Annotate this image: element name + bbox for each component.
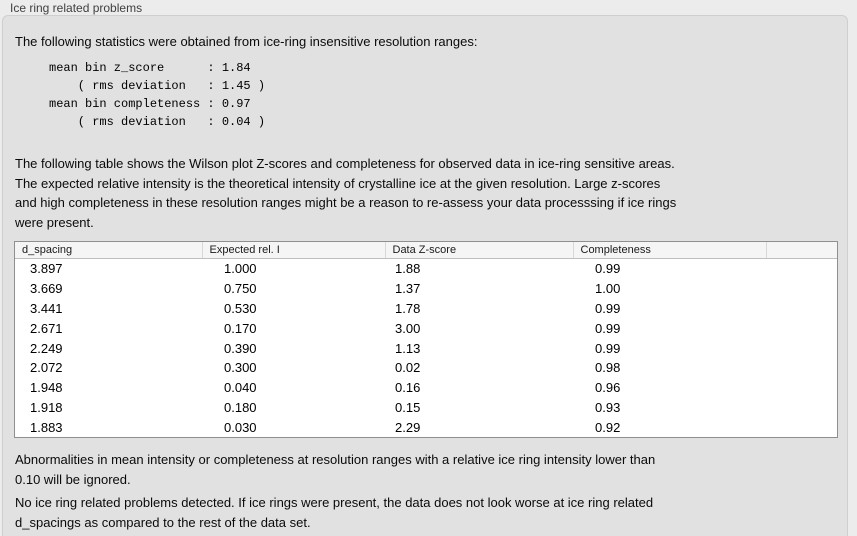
table-cell: 0.99: [573, 338, 766, 358]
table-cell: 2.249: [15, 338, 202, 358]
ice-ring-table: d_spacing Expected rel. I Data Z-score Comp…: [14, 241, 838, 438]
ice-ring-groupbox: The following statistics were obtained f…: [2, 15, 848, 536]
table-row[interactable]: 3.441 0.530 1.78 0.99: [15, 298, 837, 319]
table-row[interactable]: 1.918 0.180 0.15 0.93: [15, 397, 837, 418]
column-header-filler[interactable]: [766, 242, 837, 259]
ice-ring-table-header-row: d_spacing Expected rel. I Data Z-score Comp…: [15, 242, 837, 259]
table-cell: 0.750: [202, 278, 385, 299]
table-cell: 2.072: [15, 357, 202, 378]
table-row[interactable]: 1.948 0.040 0.16 0.96: [15, 377, 837, 398]
table-description-text: The following table shows the Wilson plo…: [15, 156, 677, 230]
table-cell-filler: [766, 357, 837, 378]
table-row[interactable]: 3.669 0.750 1.37 1.00: [15, 278, 837, 299]
table-cell: 0.390: [202, 338, 385, 358]
table-cell-filler: [766, 298, 837, 319]
table-cell: 1.883: [15, 417, 202, 437]
table-cell: 0.99: [573, 298, 766, 319]
table-cell: 0.16: [385, 377, 573, 398]
table-cell-filler: [766, 417, 837, 437]
table-cell: 0.170: [202, 318, 385, 339]
table-cell: 0.180: [202, 397, 385, 418]
table-cell-filler: [766, 278, 837, 299]
table-cell: 0.99: [573, 318, 766, 339]
table-cell: 1.948: [15, 377, 202, 398]
table-cell: 3.441: [15, 298, 202, 319]
table-cell: 0.300: [202, 357, 385, 378]
table-cell: 2.29: [385, 417, 573, 437]
table-cell: 1.88: [385, 258, 573, 279]
column-header-d-spacing[interactable]: d_spacing: [15, 242, 203, 259]
table-cell: 1.37: [385, 278, 573, 299]
ignore-note-text: Abnormalities in mean intensity or compl…: [15, 452, 656, 487]
table-cell: 0.93: [573, 397, 766, 418]
table-cell: 0.530: [202, 298, 385, 319]
table-cell: 1.13: [385, 338, 573, 358]
table-cell: 3.00: [385, 318, 573, 339]
table-cell: 0.15: [385, 397, 573, 418]
table-cell: 1.78: [385, 298, 573, 319]
table-row[interactable]: 2.249 0.390 1.13 0.99: [15, 338, 837, 358]
table-row[interactable]: 3.897 1.000 1.88 0.99: [15, 258, 837, 279]
column-header-data-z-score[interactable]: Data Z-score: [385, 242, 574, 259]
table-cell: 0.02: [385, 357, 573, 378]
table-cell: 3.897: [15, 258, 202, 279]
table-cell-filler: [766, 258, 837, 279]
table-cell: 0.99: [573, 258, 766, 279]
table-cell: 2.671: [15, 318, 202, 339]
table-cell: 3.669: [15, 278, 202, 299]
column-header-completeness[interactable]: Completeness: [573, 242, 767, 259]
stats-block: mean bin z_score : 1.84 ( rms deviation …: [49, 61, 266, 129]
stats-intro-text: The following statistics were obtained f…: [15, 34, 478, 49]
table-row[interactable]: 1.883 0.030 2.29 0.92: [15, 417, 837, 437]
table-cell: 0.92: [573, 417, 766, 437]
table-cell-filler: [766, 377, 837, 398]
table-cell-filler: [766, 338, 837, 358]
table-cell: 1.918: [15, 397, 202, 418]
table-cell: 0.98: [573, 357, 766, 378]
table-cell: 0.030: [202, 417, 385, 437]
table-cell: 0.96: [573, 377, 766, 398]
table-cell: 1.00: [573, 278, 766, 299]
table-cell-filler: [766, 318, 837, 339]
table-row[interactable]: 2.671 0.170 3.00 0.99: [15, 318, 837, 339]
ice-ring-table-body: 3.897 1.000 1.88 0.99 3.669 0.750 1.37 1.00 3.44…: [15, 258, 837, 437]
column-header-expected-rel-i[interactable]: Expected rel. I: [202, 242, 386, 259]
table-row[interactable]: 2.072 0.300 0.02 0.98: [15, 357, 837, 378]
table-cell-filler: [766, 397, 837, 418]
section-title: Ice ring related problems: [10, 1, 143, 15]
conclusion-text: No ice ring related problems detected. I…: [15, 495, 654, 530]
table-cell: 0.040: [202, 377, 385, 398]
table-cell: 1.000: [202, 258, 385, 279]
